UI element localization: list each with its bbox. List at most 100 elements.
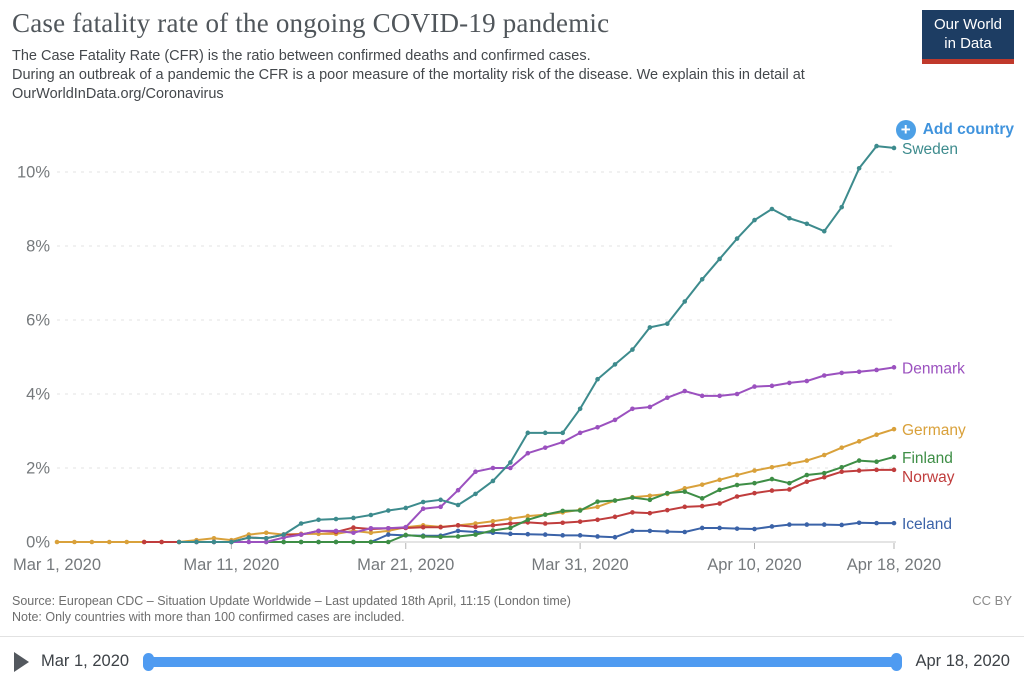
inclusion-note: Note: Only countries with more than 100 … bbox=[12, 610, 405, 624]
series-point-germany bbox=[717, 477, 722, 483]
series-point-denmark bbox=[647, 404, 653, 410]
series-point-finland bbox=[298, 539, 304, 545]
timeline-end-handle[interactable] bbox=[890, 652, 902, 671]
series-point-iceland bbox=[560, 533, 565, 538]
series-point-norway bbox=[717, 501, 722, 506]
series-point-denmark bbox=[298, 532, 304, 537]
series-point-norway bbox=[141, 539, 147, 545]
series-point-norway bbox=[874, 467, 879, 473]
series-point-denmark bbox=[752, 384, 757, 389]
y-axis-tick-label: 4% bbox=[26, 386, 50, 404]
play-button[interactable] bbox=[14, 651, 29, 672]
series-point-norway bbox=[577, 519, 583, 524]
timeline-slider[interactable] bbox=[143, 652, 902, 672]
series-label-norway[interactable]: Norway bbox=[902, 469, 955, 486]
series-point-germany bbox=[647, 493, 653, 499]
series-point-germany bbox=[72, 539, 77, 545]
series-point-iceland bbox=[856, 520, 862, 526]
series-point-finland bbox=[717, 487, 722, 493]
series-point-finland bbox=[420, 534, 426, 539]
series-point-sweden bbox=[821, 228, 827, 234]
series-point-iceland bbox=[717, 525, 722, 531]
series-point-finland bbox=[856, 458, 862, 463]
series-point-sweden bbox=[473, 491, 478, 497]
series-point-germany bbox=[769, 464, 775, 470]
owid-logo-line2: in Data bbox=[944, 35, 992, 52]
series-point-finland bbox=[508, 525, 513, 531]
series-point-germany bbox=[839, 445, 844, 450]
series-point-norway bbox=[455, 523, 461, 528]
series-point-norway bbox=[508, 521, 513, 526]
series-point-finland bbox=[490, 528, 496, 533]
series-point-norway bbox=[159, 539, 164, 545]
x-axis-tick-label: Mar 11, 2020 bbox=[183, 556, 279, 574]
series-label-sweden[interactable]: Sweden bbox=[902, 141, 958, 158]
owid-logo[interactable]: Our World in Data bbox=[922, 10, 1014, 64]
series-point-sweden bbox=[263, 536, 269, 541]
series-point-norway bbox=[630, 510, 635, 515]
series-point-sweden bbox=[699, 277, 705, 282]
y-axis-tick-label: 8% bbox=[26, 238, 50, 256]
series-point-finland bbox=[455, 534, 461, 539]
add-country-button[interactable]: + Add country bbox=[892, 118, 1018, 142]
series-point-norway bbox=[438, 524, 443, 530]
series-point-sweden bbox=[333, 516, 339, 522]
series-point-germany bbox=[682, 486, 688, 491]
series-point-norway bbox=[647, 510, 653, 516]
series-point-finland bbox=[438, 534, 443, 540]
timeline-selected-range[interactable] bbox=[145, 656, 900, 667]
series-point-germany bbox=[89, 539, 95, 545]
series-point-sweden bbox=[176, 539, 182, 545]
series-point-sweden bbox=[403, 505, 409, 511]
series-line-finland[interactable] bbox=[265, 455, 895, 543]
series-point-germany bbox=[787, 461, 792, 467]
series-point-finland bbox=[577, 508, 583, 513]
series-point-finland bbox=[647, 497, 653, 503]
series-point-finland bbox=[351, 539, 356, 545]
series-point-sweden bbox=[420, 499, 426, 505]
series-label-denmark[interactable]: Denmark bbox=[902, 360, 965, 377]
series-point-denmark bbox=[560, 439, 565, 445]
series-point-sweden bbox=[490, 478, 496, 484]
series-point-sweden bbox=[856, 166, 862, 171]
series-point-sweden bbox=[351, 515, 356, 521]
series-point-germany bbox=[107, 539, 112, 545]
series-point-sweden bbox=[665, 321, 670, 326]
series-point-norway bbox=[752, 490, 757, 496]
plus-icon: + bbox=[895, 120, 916, 140]
series-label-finland[interactable]: Finland bbox=[902, 450, 953, 467]
series-point-denmark bbox=[630, 406, 635, 412]
series-point-denmark bbox=[490, 465, 496, 471]
series-point-germany bbox=[595, 504, 600, 510]
x-axis-tick-label: Mar 1, 2020 bbox=[13, 556, 101, 574]
series-point-norway bbox=[839, 469, 844, 475]
y-axis-tick-label: 6% bbox=[26, 312, 50, 330]
series-point-germany bbox=[734, 472, 740, 478]
x-axis-tick-label: Apr 10, 2020 bbox=[707, 556, 802, 574]
series-point-sweden bbox=[682, 299, 688, 304]
series-point-norway bbox=[699, 503, 705, 509]
source-note: Source: European CDC – Situation Update … bbox=[12, 594, 571, 608]
series-line-iceland[interactable] bbox=[282, 521, 895, 543]
owid-logo-line1: Our World bbox=[933, 16, 1003, 33]
series-point-iceland bbox=[891, 520, 897, 526]
series-point-germany bbox=[804, 458, 810, 463]
timeline-start-handle[interactable] bbox=[143, 652, 155, 671]
series-line-sweden[interactable] bbox=[178, 145, 895, 543]
series-point-norway bbox=[891, 467, 897, 473]
series-point-denmark bbox=[612, 417, 618, 423]
series-point-germany bbox=[874, 432, 879, 438]
series-point-germany bbox=[891, 426, 897, 432]
series-label-germany[interactable]: Germany bbox=[902, 422, 966, 439]
y-axis-tick-label: 2% bbox=[26, 460, 50, 478]
series-point-germany bbox=[508, 516, 513, 521]
series-label-iceland[interactable]: Iceland bbox=[902, 516, 952, 533]
series-point-denmark bbox=[856, 369, 862, 375]
series-point-finland bbox=[699, 496, 705, 501]
series-point-denmark bbox=[787, 380, 792, 386]
series-point-denmark bbox=[525, 450, 531, 456]
series-point-iceland bbox=[699, 525, 705, 531]
series-point-germany bbox=[124, 539, 130, 545]
series-point-finland bbox=[839, 464, 844, 470]
series-point-sweden bbox=[455, 502, 461, 508]
